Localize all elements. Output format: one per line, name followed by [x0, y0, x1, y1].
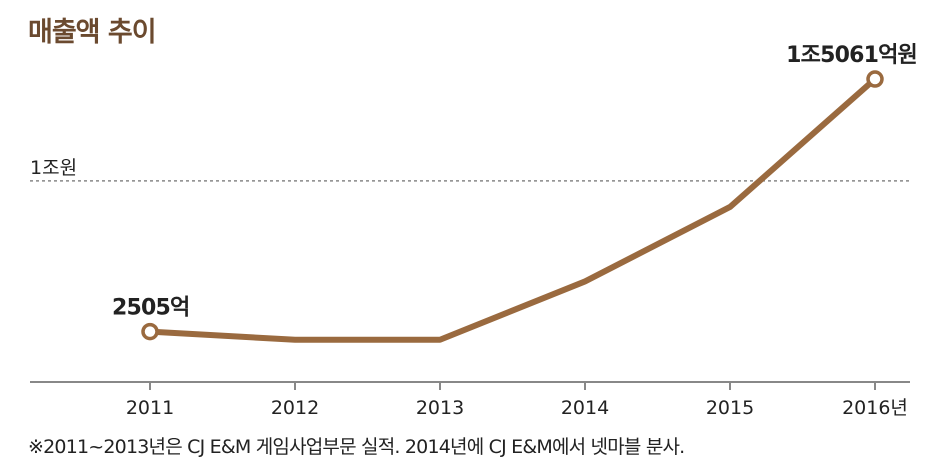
x-axis-ticks: [149, 382, 876, 390]
x-axis-tick-labels: 2011 2012 2013 2014 2015 2016년: [126, 397, 908, 419]
x-tick-label-2: 2013: [416, 397, 464, 419]
footnote: ※2011~2013년은 CJ E&M 게임사업부문 실적. 2014년에 CJ…: [28, 436, 685, 458]
point-marker-0: [141, 322, 159, 341]
series-markers: [141, 70, 884, 341]
x-tick-label-5: 2016년: [842, 397, 908, 419]
x-tick-label-0: 2011: [126, 397, 174, 419]
point-marker-5: [866, 70, 884, 88]
x-tick-label-1: 2012: [271, 397, 319, 419]
revenue-series-line: [147, 76, 878, 343]
data-labels: 2505억 1조5061억원: [112, 43, 918, 321]
x-tick-label-3: 2014: [561, 397, 609, 419]
x-tick-label-4: 2015: [706, 397, 754, 419]
data-label-5: 1조5061억원: [786, 43, 917, 68]
chart-title: 매출액 추이: [28, 17, 157, 48]
data-label-0: 2505억: [112, 296, 189, 321]
reference-line-label: 1조원: [30, 157, 77, 179]
